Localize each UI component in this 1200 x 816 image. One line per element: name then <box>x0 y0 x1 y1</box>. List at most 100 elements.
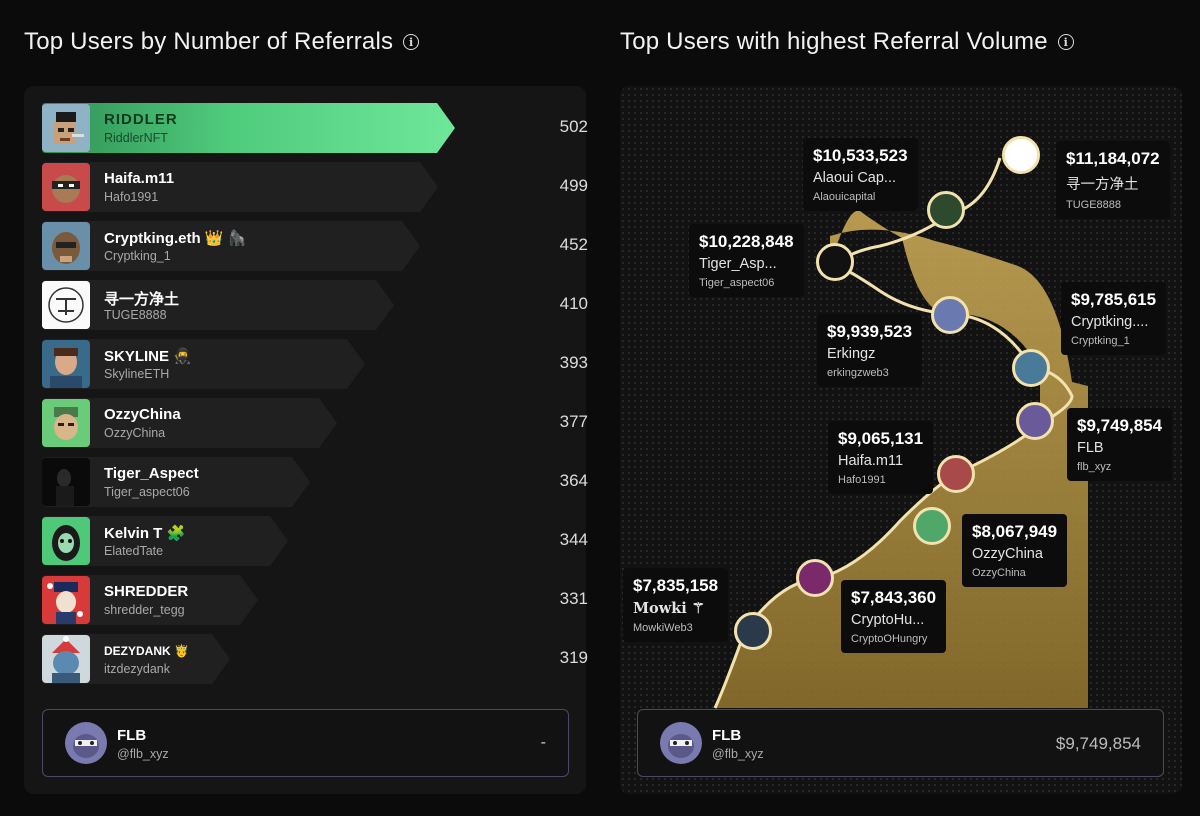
volume-label: $9,749,854 FLB flb_xyz <box>1067 408 1173 481</box>
user-handle: ElatedTate <box>104 544 164 558</box>
leaderboard-row[interactable]: Tiger_Aspect Tiger_aspect06 364 <box>42 457 588 507</box>
avatar <box>42 399 90 447</box>
referral-volume-title-text: Top Users with highest Referral Volume <box>620 28 1048 55</box>
avatar <box>42 163 90 211</box>
referral-count: 319 <box>559 648 588 667</box>
avatar <box>42 281 90 329</box>
referral-count: 331 <box>559 589 588 608</box>
volume-user-name: Mowki ⚚ <box>633 600 705 617</box>
chart-node-avatar[interactable] <box>1016 402 1054 440</box>
chart-node-avatar[interactable] <box>816 243 854 281</box>
volume-value: $9,065,131 <box>838 429 924 448</box>
user-handle: Hafo1991 <box>104 190 159 204</box>
chart-node-avatar[interactable] <box>931 296 969 334</box>
leaderboard-row[interactable]: DEZYDANK 🤴 itzdezydank 319 <box>42 634 588 684</box>
chart-node-avatar[interactable] <box>796 559 834 597</box>
current-user-volume-row[interactable]: FLB @flb_xyz $9,749,854 <box>637 709 1164 777</box>
volume-user-handle: Hafo1991 <box>838 474 886 486</box>
user-name: DEZYDANK 🤴 <box>104 644 189 658</box>
rank-bar <box>42 280 394 330</box>
referral-count: 410 <box>559 294 588 313</box>
leaderboard-row[interactable]: SKYLINE 🥷 SkylineETH 393 <box>42 339 588 389</box>
rank-bar <box>42 103 455 153</box>
chart-node-avatar[interactable] <box>937 455 975 493</box>
volume-label: $10,533,523 Alaoui Cap... Alaouicapital <box>803 138 918 211</box>
chart-node-avatar[interactable] <box>913 507 951 545</box>
volume-label: $9,939,523 Erkingz erkingzweb3 <box>817 314 923 387</box>
info-icon[interactable]: i <box>1057 34 1074 50</box>
volume-user-name: Tiger_Asp... <box>699 256 777 272</box>
leaderboard-row[interactable]: SHREDDER shredder_tegg 331 <box>42 575 588 625</box>
referral-count: 364 <box>559 471 588 490</box>
chart-node-avatar[interactable] <box>1012 349 1050 387</box>
user-handle: SkylineETH <box>104 367 170 381</box>
user-name: SKYLINE 🥷 <box>104 348 192 365</box>
volume-user-handle: Tiger_aspect06 <box>699 277 775 289</box>
referral-count: 377 <box>559 412 588 431</box>
volume-value: $9,939,523 <box>827 322 913 341</box>
info-icon[interactable]: i <box>403 34 420 50</box>
avatar <box>42 576 90 624</box>
user-name: SHREDDER <box>104 583 189 600</box>
chart-node-avatar[interactable] <box>1002 136 1040 174</box>
user-name: Haifa.m11 <box>104 170 175 187</box>
volume-user-handle: Cryptking_1 <box>1071 335 1130 347</box>
volume-user-name: Haifa.m11 <box>838 453 904 469</box>
volume-label: $7,843,360 CryptoHu... CryptoOHungry <box>841 580 947 653</box>
user-handle: RiddlerNFT <box>104 131 168 145</box>
referral-volume-card: $11,184,072 寻一方净土 TUGE8888 $10,533,523 A… <box>620 86 1182 794</box>
volume-user-name: Erkingz <box>827 346 876 362</box>
volume-label: $7,835,158 Mowki ⚚ MowkiWeb3 <box>623 568 729 642</box>
user-name: FLB <box>712 727 742 744</box>
avatar <box>42 517 90 565</box>
user-name: FLB <box>117 727 147 744</box>
user-handle: itzdezydank <box>104 662 171 676</box>
volume-value: $10,533,523 <box>813 146 908 165</box>
volume-user-name: OzzyChina <box>972 546 1043 562</box>
user-handle: TUGE8888 <box>104 308 167 322</box>
current-user-row[interactable]: FLB @flb_xyz - <box>42 709 569 777</box>
volume-value: $9,785,615 <box>1071 290 1157 309</box>
volume-user-name: Alaoui Cap... <box>813 170 897 186</box>
user-name: Kelvin T 🧩 <box>104 525 186 542</box>
volume-user-handle: CryptoOHungry <box>851 633 928 645</box>
chart-node-avatar[interactable] <box>927 191 965 229</box>
volume-user-name: 寻一方净土 <box>1066 177 1139 193</box>
user-name: OzzyChina <box>104 406 181 423</box>
rank-bar <box>42 339 365 389</box>
user-name: 寻一方净土 <box>104 291 180 308</box>
avatar <box>660 722 702 764</box>
avatar <box>42 104 90 152</box>
user-name: Cryptking.eth 👑 🦍 <box>104 230 247 247</box>
referral-count: - <box>540 734 546 751</box>
referrals-count-title-text: Top Users by Number of Referrals <box>24 28 394 55</box>
referral-count: 393 <box>559 353 588 372</box>
volume-user-handle: OzzyChina <box>972 567 1026 579</box>
leaderboard-row[interactable]: RIDDLER RiddlerNFT 502 <box>42 103 588 153</box>
avatar <box>42 340 90 388</box>
referral-volume-title: Top Users with highest Referral Volume i <box>620 28 1074 56</box>
leaderboard-row[interactable]: Kelvin T 🧩 ElatedTate 344 <box>42 516 588 566</box>
chart-node-avatar[interactable] <box>734 612 772 650</box>
leaderboard-row[interactable]: Cryptking.eth 👑 🦍 Cryptking_1 452 <box>42 221 588 271</box>
user-handle: Cryptking_1 <box>104 249 171 263</box>
volume-user-handle: Alaouicapital <box>813 191 876 203</box>
user-name: Tiger_Aspect <box>104 465 199 482</box>
avatar <box>42 222 90 270</box>
leaderboard-row[interactable]: 寻一方净土 TUGE8888 410 <box>42 280 588 330</box>
referral-count: 502 <box>559 117 588 136</box>
leaderboard-row[interactable]: OzzyChina OzzyChina 377 <box>42 398 588 448</box>
volume-user-name: CryptoHu... <box>851 612 925 628</box>
rank-bar <box>42 162 438 212</box>
user-handle: OzzyChina <box>104 426 166 440</box>
leaderboard-row[interactable]: Haifa.m11 Hafo1991 499 <box>42 162 588 212</box>
user-handle: Tiger_aspect06 <box>104 485 190 499</box>
volume-user-handle: erkingzweb3 <box>827 367 889 379</box>
avatar <box>42 458 90 506</box>
volume-label: $11,184,072 寻一方净土 TUGE8888 <box>1056 141 1170 219</box>
volume-user-handle: TUGE8888 <box>1066 199 1122 211</box>
volume-user-handle: flb_xyz <box>1077 461 1112 473</box>
referral-count: 452 <box>559 235 588 254</box>
volume-value: $10,228,848 <box>699 232 794 251</box>
volume-label: $9,065,131 Haifa.m11 Hafo1991 <box>828 421 934 494</box>
